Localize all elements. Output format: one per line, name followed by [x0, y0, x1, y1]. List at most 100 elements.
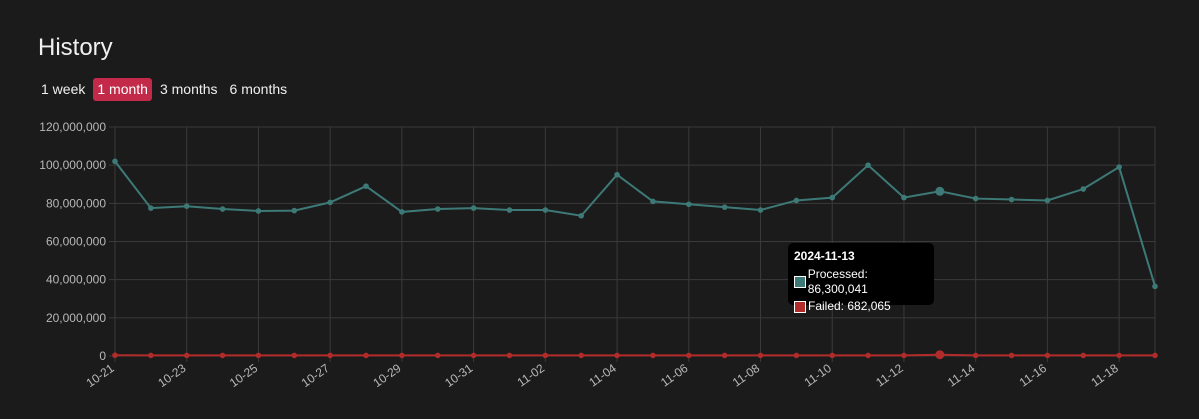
processed-point: [255, 208, 262, 214]
processed-point: [721, 204, 728, 210]
processed-point: [757, 207, 764, 213]
failed-point: [291, 352, 298, 359]
range-3-months[interactable]: 3 months: [159, 81, 218, 97]
failed-point: [327, 352, 333, 359]
processed-point: [219, 206, 226, 212]
tooltip-row-processed: Processed: 86,300,041: [794, 267, 928, 297]
failed-point: [1008, 352, 1015, 359]
x-tick-label: 11-06: [658, 361, 691, 390]
failed-point: [685, 352, 692, 359]
x-tick-label: 10-25: [227, 361, 260, 390]
failed-point: [721, 352, 728, 359]
processed-point: [901, 194, 907, 201]
failed-point: [112, 352, 118, 359]
failed-point: [1080, 352, 1087, 359]
tooltip-row-failed: Failed: 682,065: [794, 299, 928, 314]
range-selector: 1 week 1 month 3 months 6 months: [37, 78, 291, 101]
failed-swatch: [794, 300, 806, 313]
range-6-months[interactable]: 6 months: [229, 81, 288, 97]
y-tick-label: 20,000,000: [46, 311, 106, 325]
processed-point: [1044, 197, 1051, 204]
processed-point: [506, 207, 513, 213]
x-tick-label: 10-29: [370, 361, 403, 390]
range-1-week[interactable]: 1 week: [41, 81, 86, 97]
failed-point: [363, 352, 369, 359]
processed-point: [578, 212, 585, 219]
processed-point: [542, 207, 549, 213]
x-tick-label: 10-21: [84, 361, 117, 390]
failed-point: [148, 352, 154, 359]
processed-point: [148, 205, 154, 211]
processed-point: [1152, 283, 1158, 290]
tooltip-processed-value: Processed: 86,300,041: [807, 267, 868, 296]
failed-point: [1044, 352, 1051, 359]
processed-point: [1080, 186, 1087, 192]
processed-point: [1116, 164, 1122, 170]
x-tick-label: 11-08: [730, 361, 763, 390]
processed-point: [829, 194, 836, 201]
x-tick-label: 10-31: [442, 361, 475, 390]
x-tick-label: 10-23: [155, 361, 188, 390]
failed-point: [650, 352, 656, 359]
failed-point: [506, 352, 513, 359]
processed-point: [1008, 196, 1015, 203]
failed-point: [757, 352, 764, 359]
x-tick-label: 11-10: [802, 361, 835, 390]
processed-point: [363, 183, 369, 189]
y-tick-label: 80,000,000: [46, 196, 106, 210]
failed-point: [865, 352, 871, 359]
x-tick-label: 11-16: [1017, 361, 1050, 390]
processed-point: [793, 197, 800, 204]
x-tick-label: 11-18: [1088, 361, 1121, 390]
failed-point: [972, 352, 979, 359]
x-tick-label: 11-12: [873, 361, 906, 390]
x-tick-label: 11-02: [515, 361, 548, 390]
x-tick-label: 10-27: [299, 361, 332, 390]
failed-point: [255, 352, 262, 359]
processed-swatch: [794, 276, 806, 288]
failed-series-line: [114, 353, 1155, 357]
page-title: History: [38, 34, 113, 61]
y-tick-label: 40,000,000: [46, 273, 106, 287]
failed-point: [578, 352, 585, 359]
failed-point: [935, 350, 945, 360]
processed-point: [470, 205, 477, 211]
y-tick-label: 0: [99, 349, 106, 363]
processed-point: [865, 162, 871, 168]
failed-point: [793, 352, 800, 359]
processed-point: [399, 209, 405, 215]
processed-point: [291, 207, 298, 214]
tooltip-date: 2024-11-13: [794, 249, 855, 263]
y-tick-label: 100,000,000: [39, 158, 106, 172]
failed-point: [542, 352, 549, 359]
processed-point: [112, 158, 118, 165]
tooltip-failed-value: Failed: 682,065: [808, 299, 891, 313]
processed-point: [434, 206, 441, 212]
failed-point: [219, 352, 226, 359]
y-tick-label: 120,000,000: [39, 120, 106, 134]
failed-point: [183, 352, 190, 359]
processed-series-line: [114, 160, 1156, 287]
processed-point: [685, 201, 692, 208]
failed-point: [434, 352, 441, 359]
range-1-month[interactable]: 1 month: [93, 78, 152, 101]
chart-tooltip: 2024-11-13 Processed: 86,300,041 Failed:…: [788, 243, 934, 313]
processed-point: [650, 198, 656, 205]
processed-point: [614, 171, 620, 178]
failed-point: [1116, 352, 1122, 359]
failed-point: [1152, 352, 1158, 359]
y-tick-label: 60,000,000: [46, 235, 106, 249]
x-tick-label: 11-14: [945, 361, 978, 390]
processed-point: [183, 203, 190, 209]
failed-point: [399, 352, 405, 359]
failed-point: [829, 352, 836, 359]
failed-point: [901, 352, 907, 359]
failed-point: [614, 352, 620, 359]
processed-point: [935, 186, 945, 196]
failed-point: [470, 352, 477, 359]
processed-point: [327, 199, 333, 206]
processed-point: [972, 195, 979, 202]
x-tick-label: 11-04: [586, 361, 619, 390]
